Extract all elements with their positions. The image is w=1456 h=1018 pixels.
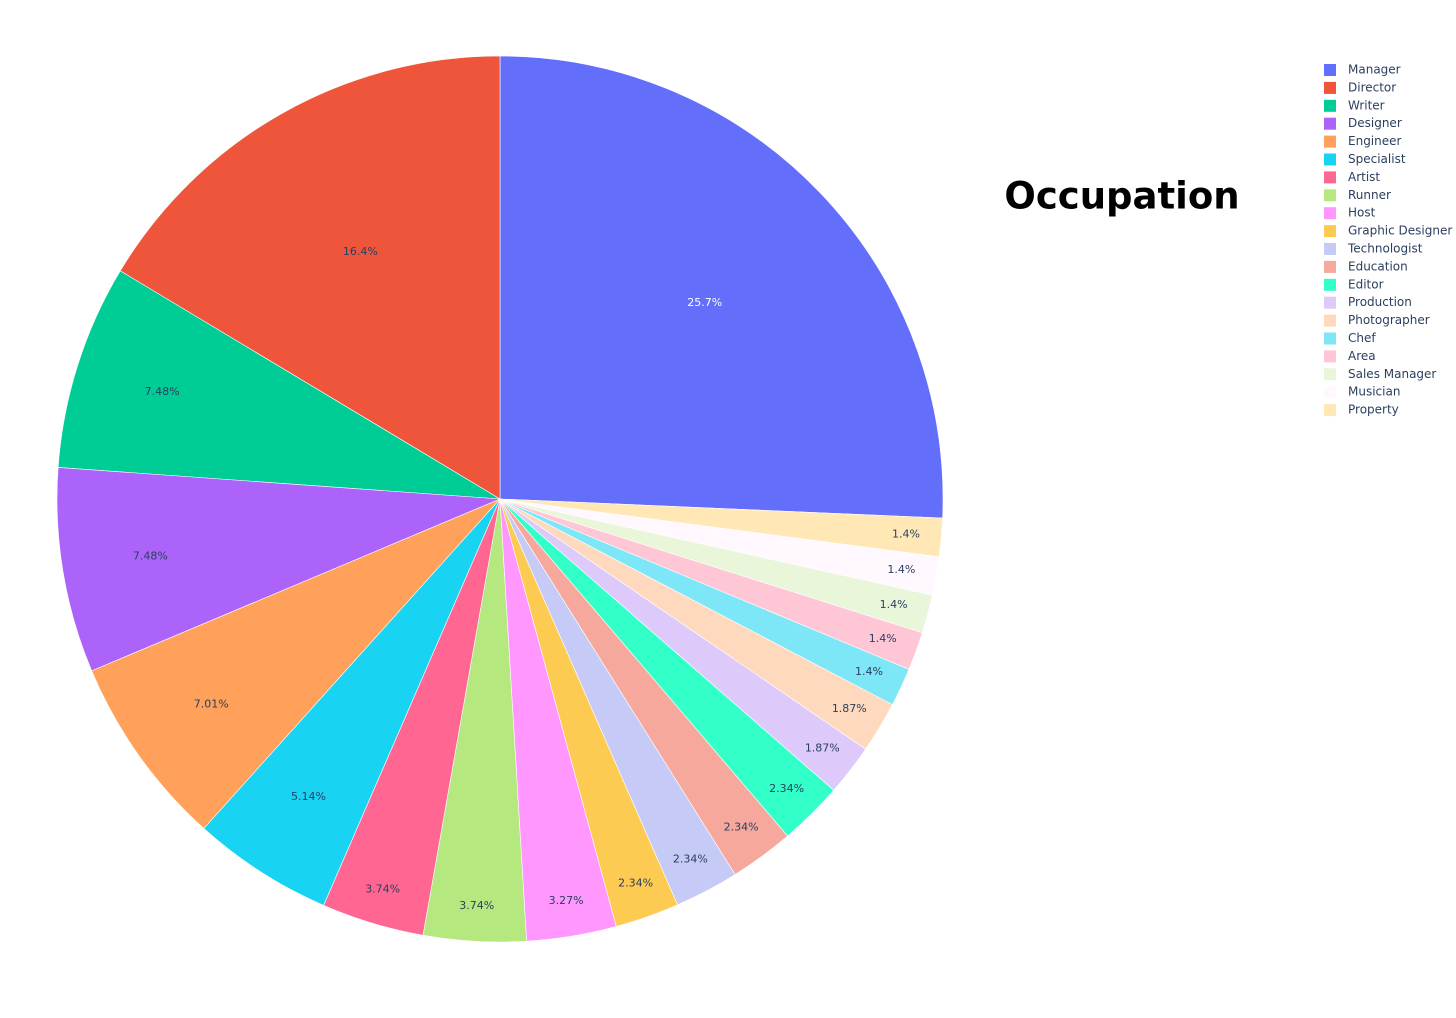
slice-label: 3.74% xyxy=(365,882,400,895)
slice-label: 7.48% xyxy=(133,550,168,563)
slice-label: 2.34% xyxy=(618,876,653,889)
slice-label: 2.34% xyxy=(769,782,804,795)
slice-label: 25.7% xyxy=(687,296,722,309)
slice-label: 1.4% xyxy=(869,632,897,645)
legend-label: Specialist xyxy=(1348,152,1406,166)
legend-label: Graphic Designer xyxy=(1348,224,1452,238)
slice-label: 16.4% xyxy=(343,245,378,258)
legend-label: Host xyxy=(1348,206,1376,220)
legend-swatch xyxy=(1324,135,1336,148)
legend-swatch xyxy=(1324,278,1336,291)
legend-swatch xyxy=(1324,225,1336,238)
pie-slice xyxy=(203,498,501,906)
legend-swatch xyxy=(1324,117,1336,130)
legend-label: Production xyxy=(1348,295,1412,309)
legend-swatch xyxy=(1324,243,1336,255)
slice-label: 1.4% xyxy=(892,527,920,540)
legend-swatch xyxy=(1324,81,1336,94)
legend-swatch xyxy=(1324,64,1336,76)
legend-swatch xyxy=(1324,296,1336,309)
slice-label: 7.01% xyxy=(194,697,229,710)
pie-slice xyxy=(56,467,501,672)
legend-label: Property xyxy=(1348,403,1399,417)
legend-swatch xyxy=(1324,404,1336,417)
legend-swatch xyxy=(1324,260,1336,273)
legend-label: Manager xyxy=(1348,63,1401,77)
slice-label: 1.4% xyxy=(855,665,883,678)
legend-swatch xyxy=(1324,368,1336,381)
pie-slice xyxy=(119,55,501,500)
legend-label: Photographer xyxy=(1348,313,1430,327)
legend-label: Chef xyxy=(1348,331,1376,345)
legend-label: Editor xyxy=(1348,277,1384,291)
slice-label: 1.87% xyxy=(832,702,867,715)
legend-swatch xyxy=(1324,171,1336,184)
legend-label: Writer xyxy=(1348,98,1385,112)
slice-label: 5.14% xyxy=(291,790,326,803)
legend-label: Engineer xyxy=(1348,134,1402,148)
slice-label: 7.48% xyxy=(145,385,180,398)
legend-swatch xyxy=(1324,332,1336,345)
pie-slice xyxy=(57,270,501,500)
slice-label: 1.87% xyxy=(805,741,840,754)
legend-label: Area xyxy=(1348,349,1376,363)
pie-slice xyxy=(499,498,943,558)
slice-label: 2.34% xyxy=(724,821,759,834)
pie-slice xyxy=(91,498,501,829)
chart-title: Occupation xyxy=(1004,175,1239,218)
slice-label: 2.34% xyxy=(673,852,708,865)
legend-swatch xyxy=(1324,153,1336,166)
legend-label: Technologist xyxy=(1347,242,1423,256)
slice-label: 1.4% xyxy=(887,563,915,576)
legend-label: Artist xyxy=(1348,170,1380,184)
legend-label: Director xyxy=(1348,80,1396,94)
slice-label: 3.27% xyxy=(549,894,584,907)
slice-label: 3.74% xyxy=(459,899,494,912)
legend-label: Runner xyxy=(1348,188,1391,202)
legend-swatch xyxy=(1324,314,1336,327)
slice-label: 1.4% xyxy=(880,598,908,611)
legend-label: Sales Manager xyxy=(1348,367,1436,381)
legend-swatch xyxy=(1324,189,1336,202)
legend-swatch xyxy=(1324,350,1336,363)
pie-slice xyxy=(499,55,944,519)
legend-label: Designer xyxy=(1348,116,1402,130)
legend-swatch xyxy=(1324,99,1336,112)
legend-label: Musician xyxy=(1348,385,1400,399)
legend-swatch xyxy=(1324,207,1336,220)
legend-label: Education xyxy=(1348,259,1408,273)
legend-swatch xyxy=(1324,386,1336,399)
